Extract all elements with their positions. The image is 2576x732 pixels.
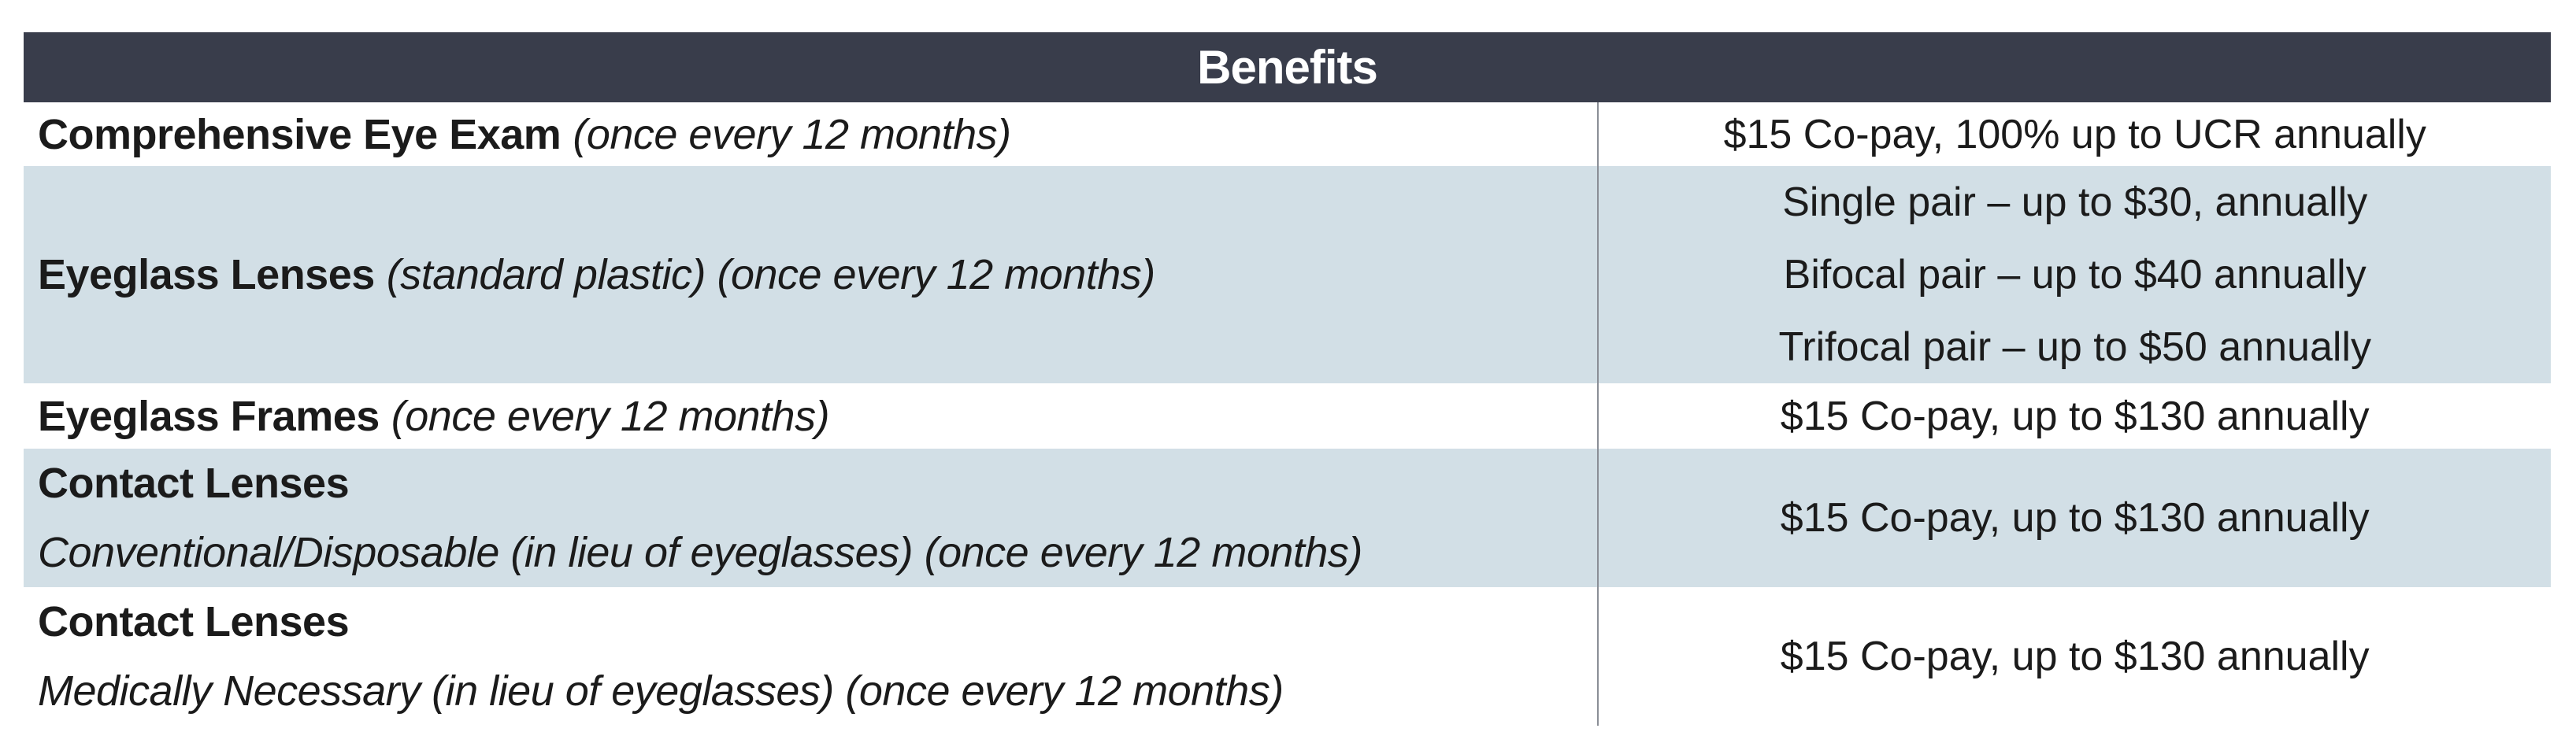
table-header-row: Benefits: [24, 32, 2551, 102]
coverage-cell: Single pair – up to $30, annually Bifoca…: [1598, 166, 2551, 383]
coverage-value: Trifocal pair – up to $50 annually: [1778, 324, 2371, 370]
benefit-title: Contact Lenses: [38, 598, 350, 645]
coverage-value: $15 Co-pay, up to $130 annually: [1780, 495, 2370, 541]
benefit-note: (once every 12 months): [573, 110, 1011, 158]
benefit-cell: Contact Lenses Conventional/Disposable (…: [24, 449, 1599, 587]
benefit-note: (once every 12 months): [391, 392, 830, 440]
coverage-cell: $15 Co-pay, 100% up to UCR annually: [1598, 102, 2551, 166]
table-row: Contact Lenses Medically Necessary (in l…: [24, 587, 2551, 726]
benefit-note: (standard plastic) (once every 12 months…: [386, 251, 1155, 298]
benefits-table: Benefits Comprehensive Eye Exam (once ev…: [24, 32, 2551, 726]
table-row: Contact Lenses Conventional/Disposable (…: [24, 449, 2551, 587]
coverage-value: Single pair – up to $30, annually: [1782, 179, 2368, 225]
benefit-title: Comprehensive Eye Exam: [38, 110, 562, 158]
coverage-cell: $15 Co-pay, up to $130 annually: [1598, 449, 2551, 587]
benefit-title: Contact Lenses: [38, 460, 350, 507]
benefit-cell: Eyeglass Frames (once every 12 months): [24, 383, 1599, 449]
coverage-value: $15 Co-pay, up to $130 annually: [1780, 634, 2370, 679]
benefit-subtitle: Medically Necessary (in lieu of eyeglass…: [38, 667, 1284, 715]
benefit-title: Eyeglass Lenses: [38, 251, 375, 298]
coverage-value: $15 Co-pay, up to $130 annually: [1780, 393, 2370, 439]
table-row: Eyeglass Frames (once every 12 months) $…: [24, 383, 2551, 449]
benefit-title: Eyeglass Frames: [38, 392, 380, 440]
table-row: Comprehensive Eye Exam (once every 12 mo…: [24, 102, 2551, 166]
benefit-cell: Comprehensive Eye Exam (once every 12 mo…: [24, 102, 1599, 166]
coverage-value: $15 Co-pay, 100% up to UCR annually: [1723, 111, 2426, 157]
benefit-cell: Contact Lenses Medically Necessary (in l…: [24, 587, 1599, 726]
benefit-subtitle: Conventional/Disposable (in lieu of eyeg…: [38, 529, 1362, 576]
coverage-cell: $15 Co-pay, up to $130 annually: [1598, 587, 2551, 726]
coverage-cell: $15 Co-pay, up to $130 annually: [1598, 383, 2551, 449]
benefit-cell: Eyeglass Lenses (standard plastic) (once…: [24, 166, 1599, 383]
coverage-value: Bifocal pair – up to $40 annually: [1783, 252, 2367, 298]
table-header: Benefits: [24, 32, 2551, 102]
table-row: Eyeglass Lenses (standard plastic) (once…: [24, 166, 2551, 383]
